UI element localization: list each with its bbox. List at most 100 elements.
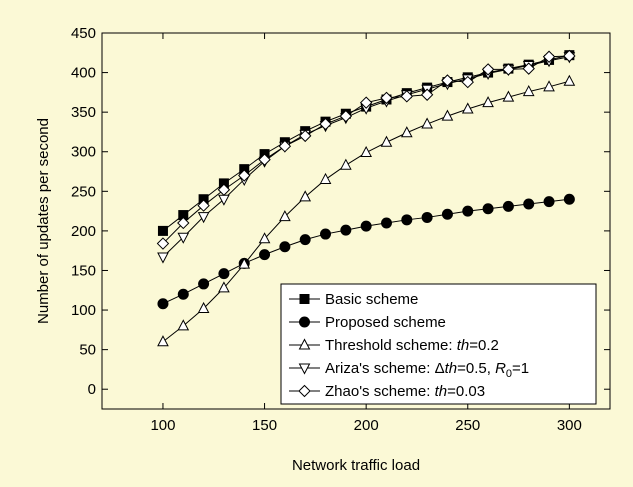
- legend-label: Threshold scheme: th=0.2: [325, 337, 499, 354]
- data-point: [238, 169, 251, 182]
- data-point: [340, 224, 352, 236]
- data-point: [543, 80, 555, 92]
- x-tick-label: 300: [557, 417, 582, 434]
- y-tick-label: 450: [71, 25, 96, 42]
- data-point: [441, 208, 453, 220]
- legend-label: Ariza's scheme: Δth=0.5, R0=1: [325, 360, 529, 380]
- data-point: [238, 257, 251, 269]
- data-point: [197, 301, 210, 313]
- data-point: [157, 298, 169, 310]
- legend-box: [280, 283, 597, 405]
- data-point: [502, 90, 515, 102]
- data-point: [177, 216, 190, 230]
- data-point: [156, 237, 170, 250]
- data-point: [177, 288, 189, 300]
- legend-marker: [299, 316, 310, 328]
- data-point: [400, 90, 414, 103]
- legend-marker: [298, 384, 311, 398]
- legend: Basic scheme Proposed scheme Threshold sch…: [280, 283, 597, 405]
- y-tick-label: 300: [71, 144, 96, 161]
- data-point: [279, 241, 291, 253]
- data-point: [218, 268, 230, 280]
- data-point: [198, 278, 210, 290]
- data-point: [482, 96, 494, 108]
- data-point: [462, 205, 474, 217]
- data-point: [563, 193, 575, 205]
- legend-marker: [298, 363, 311, 375]
- x-tick-label: 100: [150, 417, 175, 434]
- data-point: [380, 91, 393, 105]
- data-point: [542, 50, 556, 63]
- data-point: [278, 139, 292, 153]
- data-point: [401, 214, 413, 226]
- data-point: [482, 203, 494, 215]
- legend-marker: [299, 294, 310, 304]
- y-tick-label: 350: [71, 104, 96, 121]
- legend-label: Basic scheme: [325, 291, 418, 308]
- legend-label: Zhao's scheme: th=0.03: [325, 383, 485, 400]
- data-point: [157, 252, 169, 264]
- y-tick-label: 150: [71, 262, 96, 279]
- data-point: [523, 198, 535, 210]
- data-point: [461, 75, 474, 89]
- data-point: [218, 281, 230, 293]
- x-axis-title: Network traffic load: [292, 457, 420, 474]
- data-point: [481, 63, 495, 76]
- series-5: [156, 49, 576, 250]
- data-point: [157, 335, 169, 347]
- data-point: [380, 135, 393, 147]
- data-point: [360, 145, 372, 158]
- y-tick-label: 0: [88, 381, 96, 398]
- data-point: [298, 129, 312, 143]
- data-point: [441, 109, 454, 121]
- data-point: [339, 109, 353, 123]
- data-point: [299, 190, 312, 202]
- x-tick-label: 250: [455, 417, 480, 434]
- data-point: [441, 74, 454, 87]
- x-tick-label: 200: [354, 417, 379, 434]
- legend-label: Proposed scheme: [325, 314, 446, 331]
- data-point: [197, 212, 210, 224]
- data-point: [197, 199, 210, 212]
- y-tick-label: 250: [71, 183, 96, 200]
- y-axis-title: Number of updates per second: [35, 118, 52, 324]
- data-point: [340, 158, 352, 170]
- data-point: [177, 232, 190, 244]
- data-point: [279, 210, 291, 222]
- data-point: [319, 117, 332, 131]
- data-point: [543, 196, 555, 208]
- data-point: [420, 88, 434, 101]
- data-point: [421, 117, 433, 129]
- data-point: [320, 228, 332, 240]
- data-point: [217, 183, 231, 196]
- data-point: [563, 49, 576, 63]
- series-3: [157, 74, 576, 347]
- axis-ticks: 100 150 200 250 300 0 50 100 150 200 250 300 350 400 4…: [71, 25, 610, 434]
- data-point: [299, 234, 311, 246]
- data-point: [319, 172, 332, 184]
- data-point: [502, 200, 514, 212]
- series-layer: [156, 49, 576, 347]
- data-point: [258, 153, 271, 166]
- data-point: [522, 85, 535, 97]
- data-point: [157, 225, 168, 236]
- y-tick-label: 50: [79, 342, 96, 359]
- legend-marker: [298, 338, 311, 350]
- y-tick-label: 400: [71, 65, 96, 82]
- data-point: [461, 102, 474, 114]
- y-tick-label: 100: [71, 302, 96, 319]
- data-point: [522, 62, 535, 75]
- data-point: [259, 249, 271, 261]
- series-2: [157, 193, 575, 310]
- data-point: [359, 96, 373, 109]
- data-point: [360, 220, 372, 232]
- data-point: [177, 319, 190, 331]
- y-tick-label: 200: [71, 223, 96, 240]
- data-point: [400, 126, 413, 138]
- data-point: [380, 217, 392, 229]
- data-point: [258, 232, 271, 244]
- x-tick-label: 150: [252, 417, 277, 434]
- data-point: [502, 63, 515, 76]
- data-point: [421, 211, 433, 223]
